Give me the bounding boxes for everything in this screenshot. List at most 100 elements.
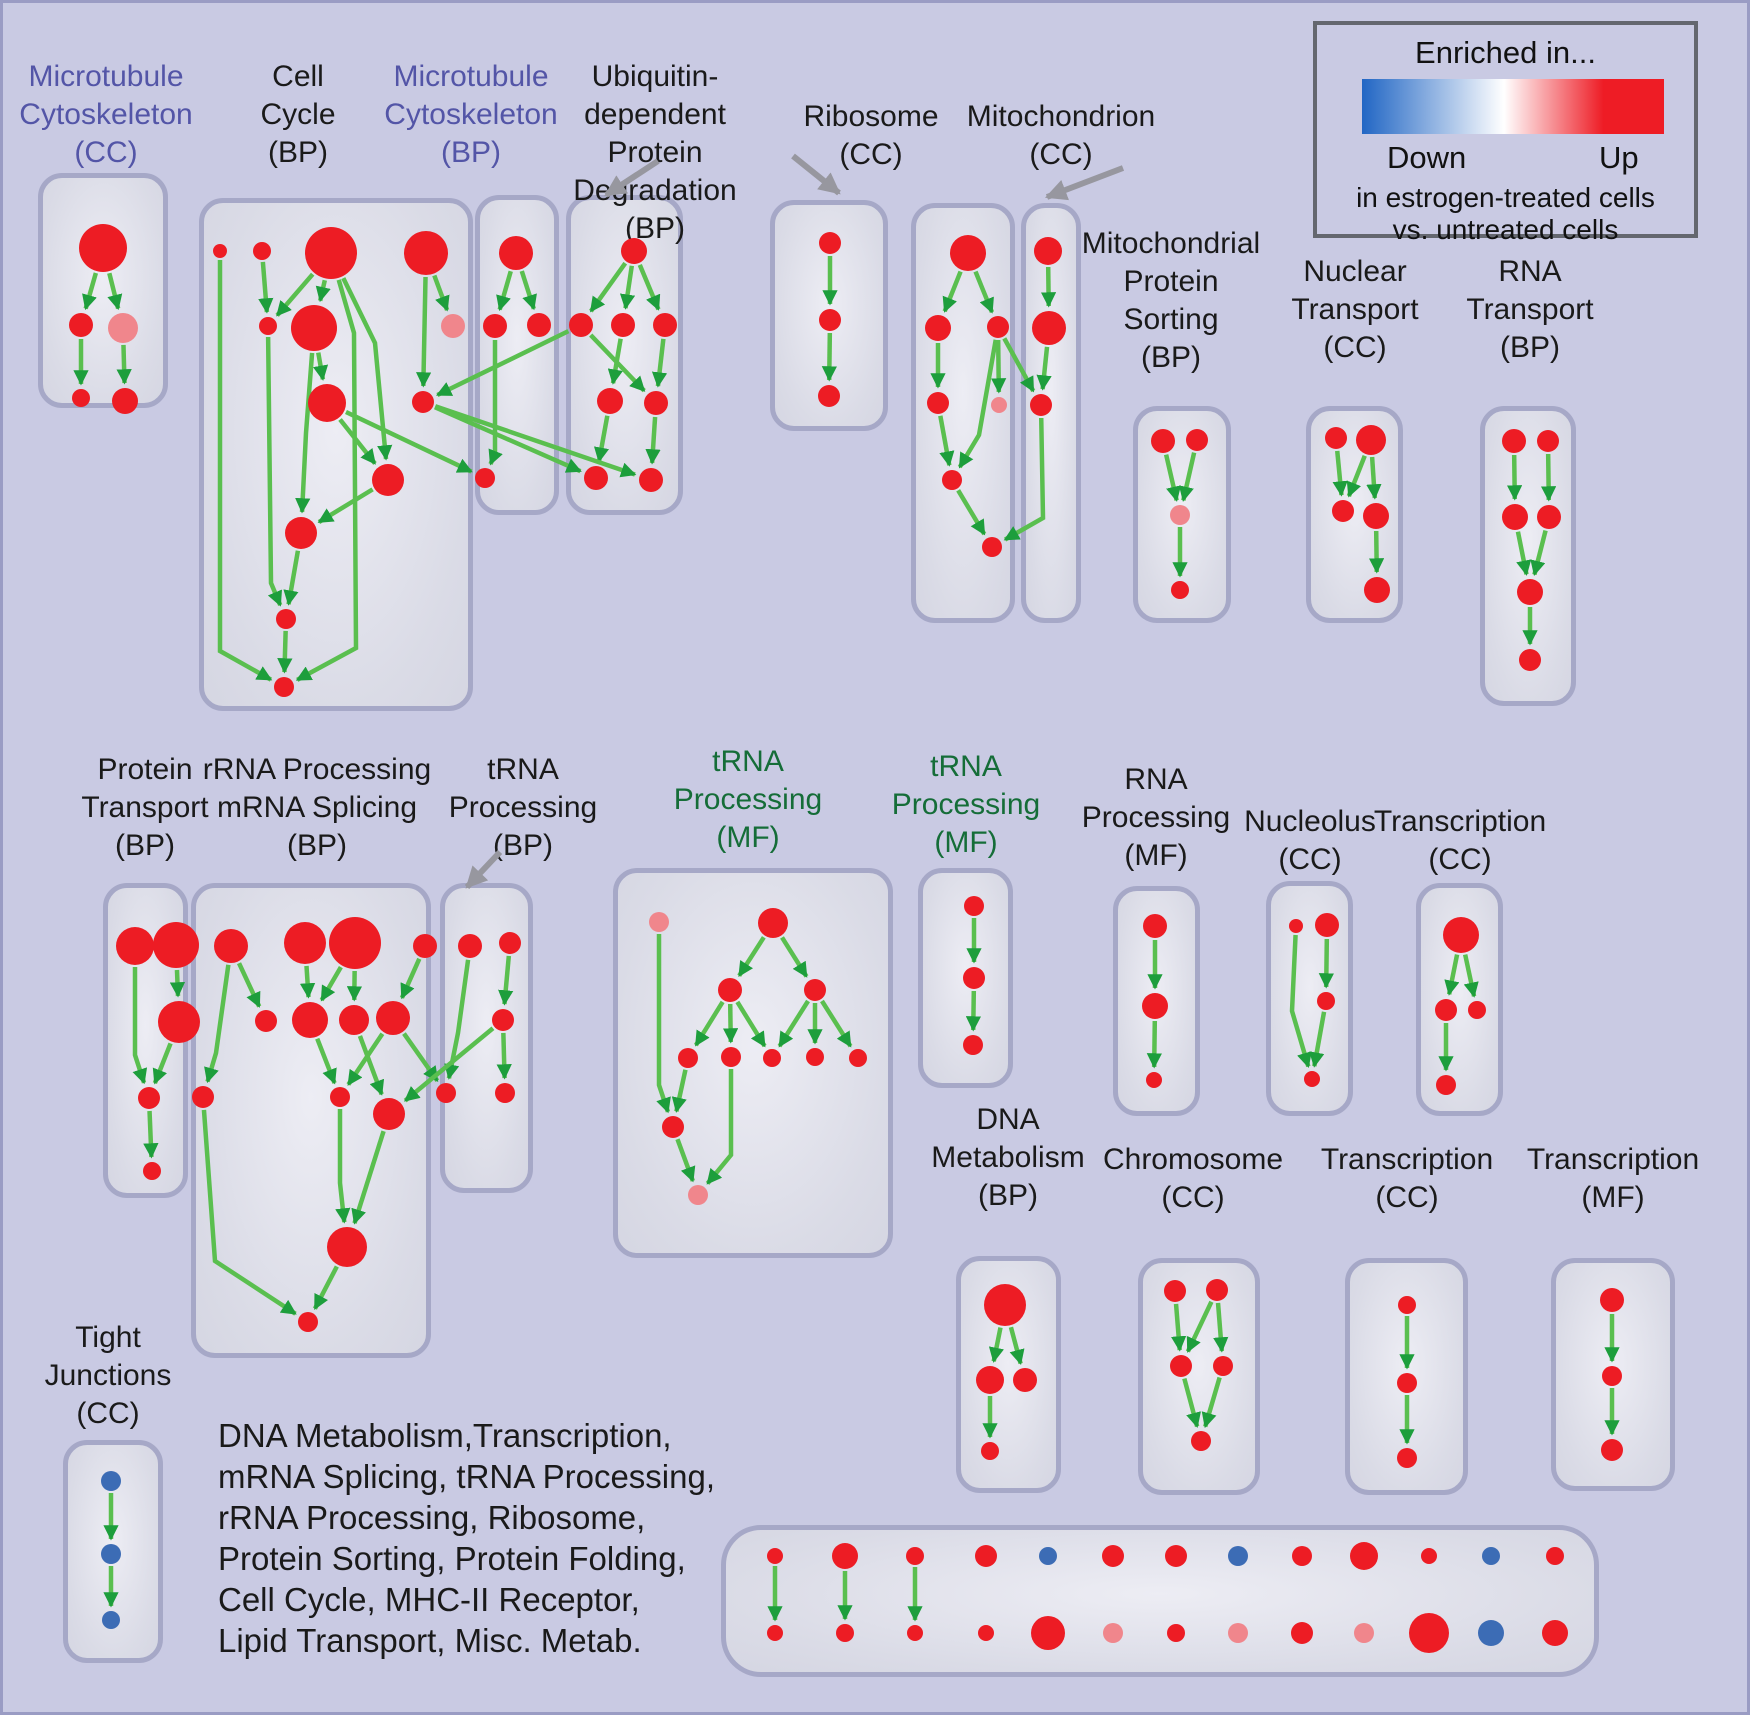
graph-node-ch3 bbox=[1170, 1355, 1192, 1377]
graph-node-sm1t bbox=[767, 1548, 783, 1564]
edge-rr3-rr6 bbox=[322, 967, 341, 1000]
graph-node-cc3 bbox=[305, 227, 357, 279]
graph-node-tj1 bbox=[101, 1471, 121, 1491]
graph-node-t33 bbox=[1397, 1448, 1417, 1468]
graph-node-mb4 bbox=[475, 468, 495, 488]
graph-node-nu3 bbox=[1317, 992, 1335, 1010]
graph-node-sm1b bbox=[767, 1625, 783, 1641]
edge-cc3-cc6 bbox=[320, 280, 325, 300]
graph-node-rr11 bbox=[373, 1098, 405, 1130]
edge-rr12-rr13 bbox=[315, 1267, 337, 1309]
graph-node-t24 bbox=[1436, 1075, 1456, 1095]
edge-rb1-rb3 bbox=[976, 272, 992, 313]
graph-node-t31 bbox=[1398, 1296, 1416, 1314]
edge-ub5-ub7 bbox=[599, 416, 607, 462]
graph-node-rp1 bbox=[1143, 914, 1167, 938]
edge-tm1-tm2 bbox=[739, 937, 764, 975]
edge-cc12-cc13 bbox=[284, 631, 285, 672]
graph-node-rb5 bbox=[991, 397, 1007, 413]
graph-node-sm11b bbox=[1409, 1613, 1449, 1653]
edge-dm1-dm2 bbox=[994, 1328, 1001, 1362]
graph-node-nu2 bbox=[1315, 913, 1339, 937]
graph-node-cc8 bbox=[412, 391, 434, 413]
graph-node-rp3 bbox=[1146, 1072, 1162, 1088]
edge-nt2-nt3 bbox=[1349, 456, 1365, 496]
graph-node-tn5 bbox=[849, 1049, 867, 1067]
edge-rt3-rt5 bbox=[1518, 532, 1527, 575]
edge-ub1-ub4 bbox=[640, 265, 659, 309]
edge-dm1-dm3 bbox=[1011, 1327, 1021, 1363]
legend-up-label: Up bbox=[1599, 140, 1639, 176]
edge-tb3-tb5 bbox=[503, 1033, 504, 1078]
graph-node-mcc2 bbox=[69, 313, 93, 337]
legend: Enriched in... Down Up in estrogen-treat… bbox=[1313, 21, 1698, 238]
graph-node-pt4 bbox=[138, 1087, 160, 1109]
graph-node-sm3t bbox=[906, 1547, 924, 1565]
graph-node-ub6 bbox=[644, 391, 668, 415]
graph-node-cc2 bbox=[253, 242, 271, 260]
graph-node-rr5 bbox=[255, 1010, 277, 1032]
graph-node-pt2 bbox=[153, 922, 199, 968]
edge-nu2-nu3 bbox=[1326, 939, 1327, 987]
graph-node-sm6t bbox=[1102, 1545, 1124, 1567]
graph-node-rb3 bbox=[987, 316, 1009, 338]
graph-node-sm10t bbox=[1350, 1542, 1378, 1570]
graph-node-ub5 bbox=[597, 388, 623, 414]
graph-node-tm1 bbox=[758, 908, 788, 938]
edge-cc4-cc7 bbox=[434, 276, 447, 311]
graph-node-mb2 bbox=[483, 314, 507, 338]
graph-node-nt5 bbox=[1364, 577, 1390, 603]
graph-node-nt4 bbox=[1363, 503, 1389, 529]
graph-node-tj2 bbox=[101, 1544, 121, 1564]
graph-node-cc9 bbox=[308, 384, 346, 422]
edge-pt1-pt4 bbox=[135, 967, 144, 1083]
graph-node-rr6 bbox=[292, 1002, 328, 1038]
trna-bp-pointer-arrow bbox=[467, 852, 500, 887]
graph-node-ub8 bbox=[639, 468, 663, 492]
nodes-layer bbox=[69, 224, 1624, 1653]
edge-rb3-rb6 bbox=[960, 340, 996, 467]
edge-mt3-rb7 bbox=[1005, 418, 1043, 540]
graph-node-tm4 bbox=[662, 1116, 684, 1138]
edge-tm2-tn2 bbox=[730, 1004, 731, 1042]
graph-node-rt4 bbox=[1537, 505, 1561, 529]
edge-tm3-tn5 bbox=[822, 1001, 851, 1046]
edge-cc10-cc11 bbox=[319, 489, 373, 522]
edge-ub4-ub6 bbox=[658, 339, 663, 386]
graph-node-uv1 bbox=[819, 232, 841, 254]
graph-node-t22 bbox=[1435, 999, 1457, 1021]
graph-node-pt5 bbox=[143, 1162, 161, 1180]
graph-node-sm11t bbox=[1421, 1548, 1437, 1564]
graph-node-tb5 bbox=[495, 1083, 515, 1103]
graph-node-rr12 bbox=[327, 1227, 367, 1267]
legend-title: Enriched in... bbox=[1317, 35, 1694, 71]
graph-node-mb1 bbox=[499, 236, 533, 270]
graph-node-ts3 bbox=[963, 1035, 983, 1055]
graph-node-tm2 bbox=[718, 978, 742, 1002]
graph-node-uv2 bbox=[819, 309, 841, 331]
graph-node-cc13 bbox=[274, 677, 294, 697]
graph-node-sm12b bbox=[1478, 1620, 1504, 1646]
graph-node-ms3 bbox=[1170, 505, 1190, 525]
graph-node-mcc1 bbox=[79, 224, 127, 272]
graph-node-mcc4 bbox=[72, 389, 90, 407]
graph-node-rt2 bbox=[1537, 430, 1559, 452]
graph-node-sm5t bbox=[1039, 1547, 1057, 1565]
edge-mcc1-mcc3 bbox=[109, 273, 118, 308]
graph-node-ub1 bbox=[621, 238, 647, 264]
edge-ub2-cc8 bbox=[437, 331, 568, 395]
edge-tm3-tn3 bbox=[779, 1001, 808, 1046]
edge-rb3-rb5 bbox=[998, 340, 999, 392]
edge-rb6-rb7 bbox=[958, 490, 984, 534]
graph-node-mt3 bbox=[1030, 394, 1052, 416]
graph-node-cc5 bbox=[259, 317, 277, 335]
graph-node-tb2 bbox=[499, 932, 521, 954]
graph-node-tb1 bbox=[458, 934, 482, 958]
legend-subtitle-line1: in estrogen-treated cells bbox=[1317, 182, 1694, 214]
graph-node-tf2 bbox=[1602, 1366, 1622, 1386]
edge-rb3-mt3 bbox=[1004, 338, 1033, 391]
edge-mb1-mb3 bbox=[522, 271, 534, 309]
graph-node-sm13b bbox=[1542, 1620, 1568, 1646]
edge-pt2-pt3 bbox=[177, 970, 178, 996]
edge-rb1-rb2 bbox=[945, 272, 961, 312]
